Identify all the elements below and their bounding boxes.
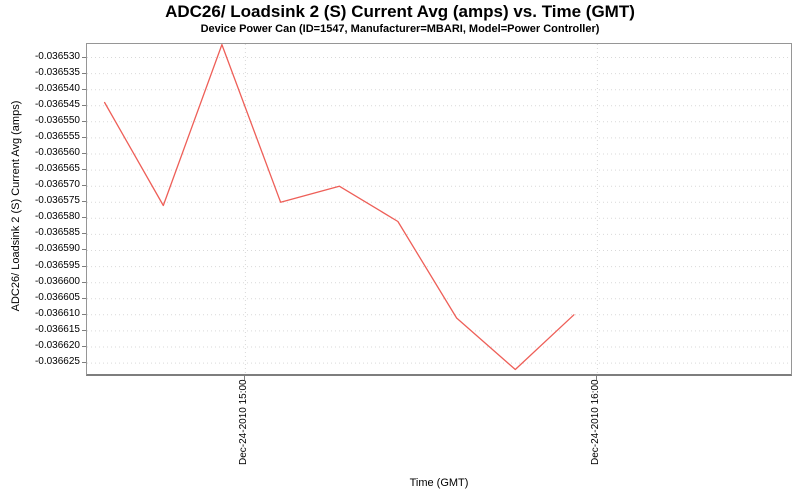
chart-subtitle: Device Power Can (ID=1547, Manufacturer=…: [200, 23, 600, 35]
chart-title: ADC26/ Loadsink 2 (S) Current Avg (amps)…: [165, 2, 635, 21]
y-tick-label: -0.036570: [34, 179, 80, 190]
y-tick-mark: [82, 169, 86, 170]
y-tick-label: -0.036575: [34, 195, 80, 206]
y-tick-label: -0.036535: [34, 67, 80, 78]
y-tick-mark: [82, 298, 86, 299]
x-axis-title: Time (GMT): [409, 477, 469, 489]
y-tick-mark: [82, 249, 86, 250]
y-tick-label: -0.036580: [34, 211, 80, 222]
y-tick-mark: [82, 121, 86, 122]
y-tick-label: -0.036565: [34, 163, 80, 174]
x-tick-mark: [244, 376, 245, 380]
y-tick-mark: [82, 105, 86, 106]
y-tick-mark: [82, 266, 86, 267]
y-tick-label: -0.036625: [34, 356, 80, 367]
y-tick-mark: [82, 73, 86, 74]
y-tick-mark: [82, 362, 86, 363]
y-tick-label: -0.036595: [34, 260, 80, 271]
y-tick-label: -0.036590: [34, 243, 80, 254]
y-tick-label: -0.036610: [34, 308, 80, 319]
y-tick-label: -0.036605: [34, 292, 80, 303]
y-tick-label: -0.036530: [34, 51, 80, 62]
x-tick-mark: [596, 376, 597, 380]
y-tick-mark: [82, 57, 86, 58]
y-tick-label: -0.036540: [34, 83, 80, 94]
y-tick-label: -0.036585: [34, 227, 80, 238]
y-tick-label: -0.036620: [34, 340, 80, 351]
y-tick-mark: [82, 330, 86, 331]
x-tick-label: Dec-24-2010 16:00: [590, 379, 601, 465]
y-tick-mark: [82, 346, 86, 347]
plot-area: [86, 43, 792, 376]
y-tick-label: -0.036615: [34, 324, 80, 335]
y-tick-mark: [82, 217, 86, 218]
y-tick-mark: [82, 282, 86, 283]
y-tick-label: -0.036550: [34, 115, 80, 126]
y-tick-mark: [82, 201, 86, 202]
y-tick-label: -0.036560: [34, 147, 80, 158]
y-tick-mark: [82, 153, 86, 154]
line-chart-svg: [87, 44, 791, 374]
y-tick-mark: [82, 233, 86, 234]
y-tick-label: -0.036555: [34, 131, 80, 142]
y-tick-mark: [82, 89, 86, 90]
y-tick-label: -0.036600: [34, 276, 80, 287]
y-tick-mark: [82, 185, 86, 186]
x-tick-label: Dec-24-2010 15:00: [238, 379, 249, 465]
y-tick-mark: [82, 314, 86, 315]
y-tick-mark: [82, 137, 86, 138]
y-tick-label: -0.036545: [34, 99, 80, 110]
